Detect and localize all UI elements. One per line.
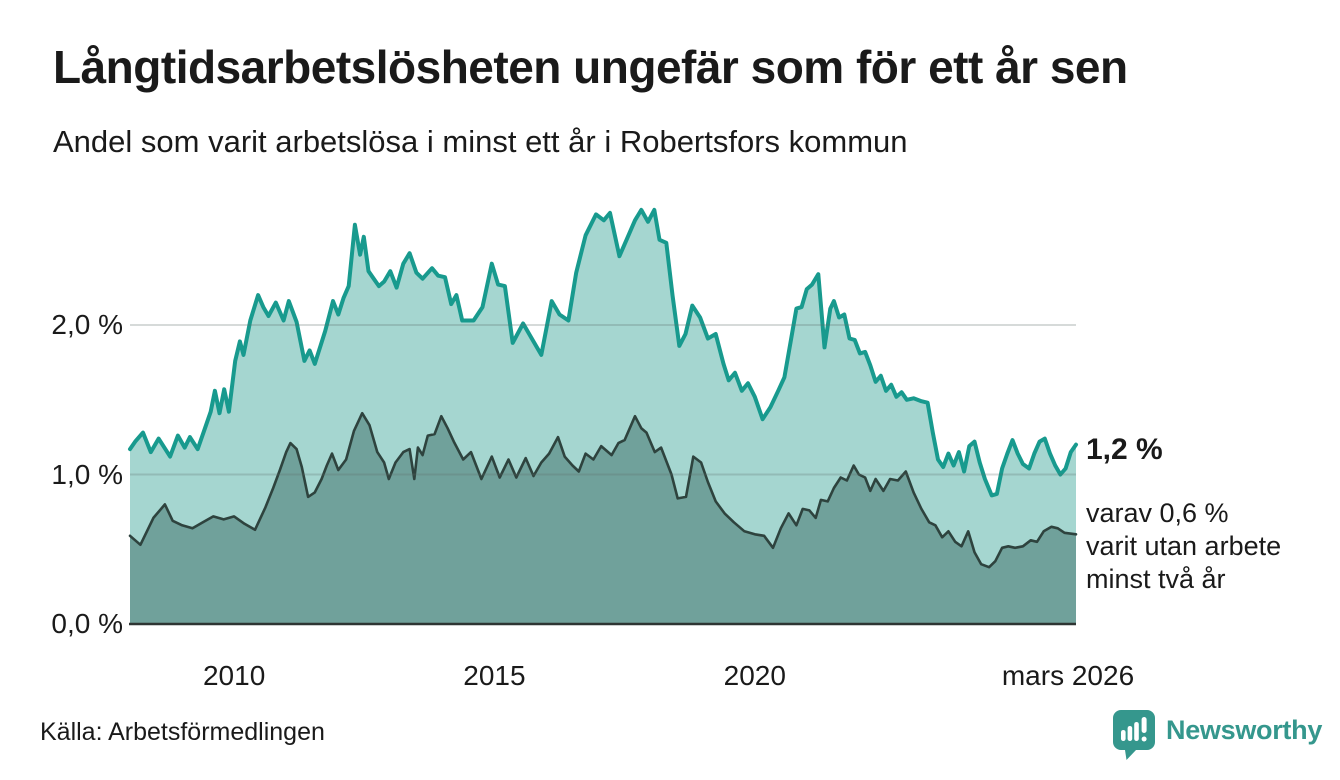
source-credit: Källa: Arbetsförmedlingen [40,718,325,746]
sub-annotation: varav 0,6 % varit utan arbete minst två år [1086,497,1281,596]
y-tick-label: 0,0 % [51,608,123,639]
newsworthy-logo: Newsworthy [1113,710,1322,760]
series-min-two-years-area [130,413,1076,624]
x-tick-label: 2010 [202,660,266,691]
x-tick-label: mars 2026 [1001,660,1135,691]
series-min-one-year-line [128,207,1078,498]
gridlines [130,324,1076,476]
y-tick-label: 1,0 % [51,458,123,490]
sub-annotation-line: varav 0,6 % [1086,498,1229,528]
chart-subtitle: Andel som varit arbetslösa i minst ett å… [53,124,908,159]
newsworthy-logo-icon [1113,710,1155,760]
sub-annotation-line: varit utan arbete [1086,531,1282,561]
chart-title: Långtidsarbetslösheten ungefär som för e… [53,41,1128,93]
end-value-annotation: 1,2 % [1086,433,1163,466]
x-tick-label: 2015 [463,660,526,691]
series-min-two-years-line [128,411,1078,569]
chart-series-group [128,207,1078,624]
x-tick-label: 2020 [723,660,786,691]
logo-exclamation-dot [1141,736,1147,742]
logo-exclamation-bar [1141,717,1147,733]
newsworthy-logo-text: Newsworthy [1166,715,1323,745]
logo-bars [1121,717,1147,742]
sub-annotation-line: minst två år [1086,564,1226,594]
y-tick-label: 2,0 % [51,309,123,340]
